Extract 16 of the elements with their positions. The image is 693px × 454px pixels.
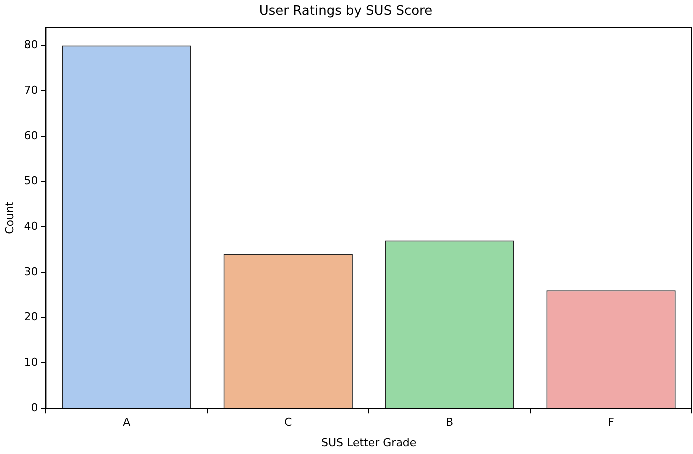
y-tick-label: 40 xyxy=(24,220,38,234)
x-axis-title: SUS Letter Grade xyxy=(322,436,417,450)
y-tick-label: 30 xyxy=(24,265,38,278)
y-tick-label: 10 xyxy=(24,356,38,370)
y-tick-label: 0 xyxy=(31,401,38,414)
y-tick-label: 20 xyxy=(24,310,38,324)
x-tick-label: F xyxy=(608,416,614,430)
y-tick-label: 80 xyxy=(24,38,38,52)
y-tick-label: 60 xyxy=(24,129,38,142)
y-tick-label: 70 xyxy=(24,84,38,97)
x-tick-label: C xyxy=(284,416,293,430)
x-tick-label: B xyxy=(446,416,454,430)
x-tick-label: A xyxy=(123,416,132,430)
y-tick-label: 50 xyxy=(24,174,38,188)
chart-title: User Ratings by SUS Score xyxy=(259,4,433,20)
y-axis-title: Count xyxy=(3,201,16,234)
